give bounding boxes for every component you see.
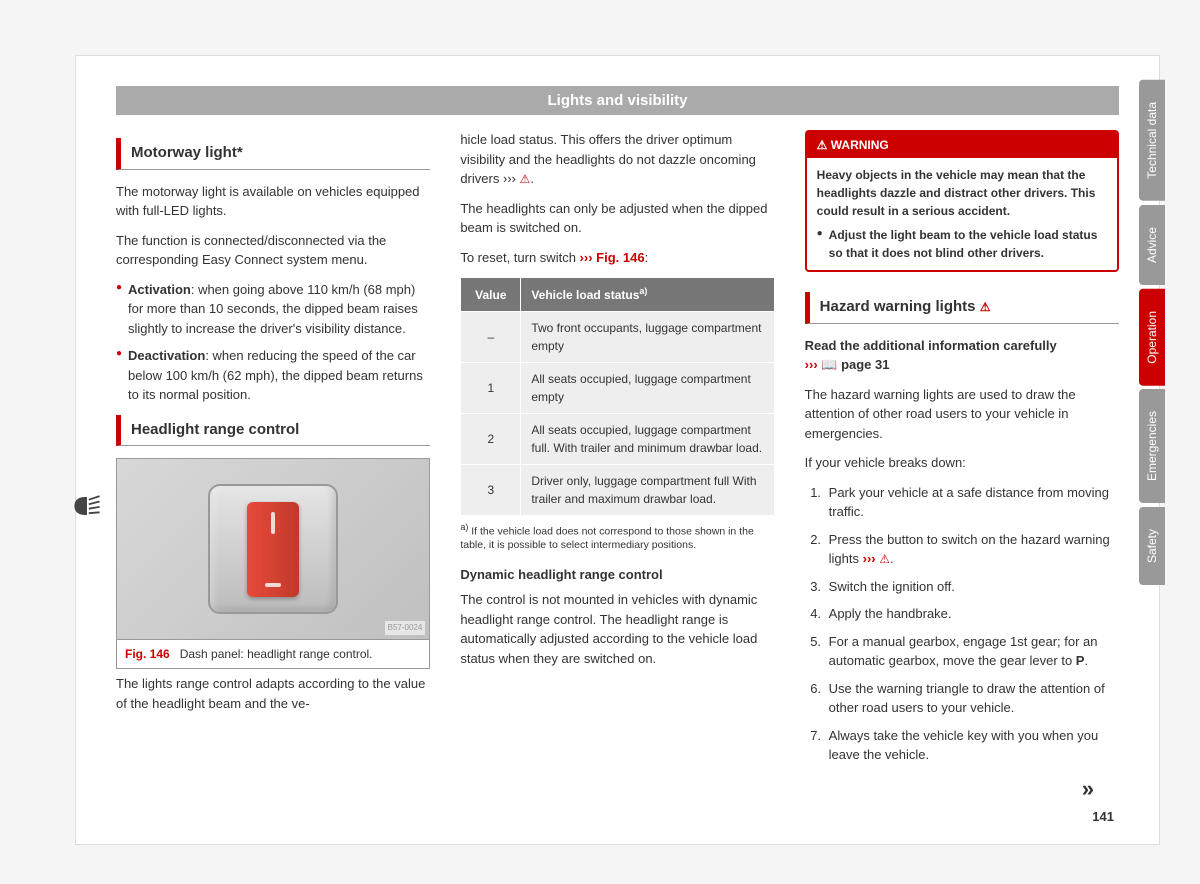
page-header: Lights and visibility xyxy=(116,86,1119,115)
step-text: . xyxy=(890,551,894,566)
page-ref: page 31 xyxy=(837,357,889,372)
text-span: : xyxy=(645,250,649,265)
bullet-bold: Deactivation xyxy=(128,348,205,363)
figure-caption: Fig. 146 Dash panel: headlight range con… xyxy=(117,639,429,668)
figure-caption-text: Dash panel: headlight range control. xyxy=(180,647,373,661)
body-text: The function is connected/disconnected v… xyxy=(116,231,430,270)
warning-triangle-icon: ⚠ xyxy=(520,170,531,188)
content-columns: Motorway light* The motorway light is av… xyxy=(116,130,1119,773)
step-text: For a manual gearbox, engage 1st gear; f… xyxy=(829,634,1098,669)
table-cell: All seats occupied, luggage compartment … xyxy=(521,414,774,465)
table-header: Value xyxy=(461,278,521,312)
table-cell: Two front occupants, luggage compartment… xyxy=(521,312,774,363)
body-text: The control is not mounted in vehicles w… xyxy=(460,590,774,668)
headlight-dial xyxy=(208,484,338,614)
column-2: hicle load status. This offers the drive… xyxy=(460,130,774,773)
body-text: The lights range control adapts accordin… xyxy=(116,674,430,713)
page-number: 141 xyxy=(1092,809,1114,824)
table-cell: 2 xyxy=(461,414,521,465)
cross-ref: ››› Fig. 146 xyxy=(580,250,645,265)
read-more: Read the additional information carefull… xyxy=(805,336,1119,375)
section-title-text: Hazard warning lights xyxy=(820,298,980,315)
dial-knob xyxy=(247,502,299,597)
warning-header: ⚠ WARNING xyxy=(807,132,1117,158)
step-text: . xyxy=(1084,653,1088,668)
tab-technical-data[interactable]: Technical data xyxy=(1139,80,1165,201)
table-row: 1All seats occupied, luggage compartment… xyxy=(461,363,774,414)
text-span: Vehicle load status xyxy=(531,288,639,302)
figure-ref: Fig. 146 xyxy=(125,647,170,661)
vehicle-load-table: Value Vehicle load statusa) –Two front o… xyxy=(460,277,774,516)
cross-ref: ››› xyxy=(805,357,822,372)
figure-caption-text xyxy=(173,647,180,661)
table-footnote: a) If the vehicle load does not correspo… xyxy=(460,522,774,553)
tab-operation[interactable]: Operation xyxy=(1139,289,1165,386)
bullet-list: Activation: when going above 110 km/h (6… xyxy=(116,280,430,405)
tab-advice[interactable]: Advice xyxy=(1139,205,1165,285)
sub-heading: Dynamic headlight range control xyxy=(460,565,774,585)
step-item: Park your vehicle at a safe distance fro… xyxy=(825,483,1119,522)
table-cell: Driver only, luggage compartment full Wi… xyxy=(521,465,774,516)
warning-box: ⚠ WARNING Heavy objects in the vehicle m… xyxy=(805,130,1119,272)
step-item: Apply the handbrake. xyxy=(825,604,1119,624)
bullet-bold: Activation xyxy=(128,282,191,297)
body-text: The headlights can only be adjusted when… xyxy=(460,199,774,238)
ordered-steps: Park your vehicle at a safe distance fro… xyxy=(805,483,1119,765)
table-row: –Two front occupants, luggage compartmen… xyxy=(461,312,774,363)
body-text: If your vehicle breaks down: xyxy=(805,453,1119,473)
bullet-item: Activation: when going above 110 km/h (6… xyxy=(116,280,430,339)
footnote-sup: a) xyxy=(460,522,468,532)
table-header-row: Value Vehicle load statusa) xyxy=(461,278,774,312)
text-span: To reset, turn switch xyxy=(460,250,579,265)
step-item: For a manual gearbox, engage 1st gear; f… xyxy=(825,632,1119,671)
read-more-bold: Read the additional information carefull… xyxy=(805,338,1057,353)
tab-emergencies[interactable]: Emergencies xyxy=(1139,389,1165,503)
figure-box: B57-0024 Fig. 146 Dash panel: headlight … xyxy=(116,458,430,669)
step-item: Switch the ignition off. xyxy=(825,577,1119,597)
warning-bullet: Adjust the light beam to the vehicle loa… xyxy=(817,226,1107,262)
column-3: ⚠ WARNING Heavy objects in the vehicle m… xyxy=(805,130,1119,773)
section-title-headlight-range: Headlight range control xyxy=(116,415,430,447)
column-1: Motorway light* The motorway light is av… xyxy=(116,130,430,773)
table-cell: 3 xyxy=(461,465,521,516)
tab-safety[interactable]: Safety xyxy=(1139,507,1165,585)
table-cell: 1 xyxy=(461,363,521,414)
step-item: Always take the vehicle key with you whe… xyxy=(825,726,1119,765)
table-cell: All seats occupied, luggage compartment … xyxy=(521,363,774,414)
footnote-marker: a) xyxy=(639,286,647,296)
body-text: The hazard warning lights are used to dr… xyxy=(805,385,1119,444)
side-tabs: Technical data Advice Operation Emergenc… xyxy=(1139,80,1194,590)
book-icon: 📖 xyxy=(821,357,837,372)
text-span: hicle load status. This offers the drive… xyxy=(460,132,756,186)
footnote-text: If the vehicle load does not correspond … xyxy=(460,526,753,552)
continue-marker: » xyxy=(1082,776,1094,802)
warning-body: Heavy objects in the vehicle may mean th… xyxy=(807,158,1117,270)
body-text: To reset, turn switch ››› Fig. 146: xyxy=(460,248,774,268)
table-row: 3Driver only, luggage compartment full W… xyxy=(461,465,774,516)
table-row: 2All seats occupied, luggage compartment… xyxy=(461,414,774,465)
figure-image: B57-0024 xyxy=(117,459,429,639)
figure-code: B57-0024 xyxy=(385,621,426,635)
bullet-item: Deactivation: when reducing the speed of… xyxy=(116,346,430,405)
table-header: Vehicle load statusa) xyxy=(521,278,774,312)
hazard-triangle-icon: ⚠ xyxy=(980,298,991,316)
body-text: The motorway light is available on vehic… xyxy=(116,182,430,221)
body-text: hicle load status. This offers the drive… xyxy=(460,130,774,189)
headlight-icon xyxy=(69,494,105,518)
knob-marker xyxy=(265,583,281,587)
warning-triangle-icon: ⚠ xyxy=(879,550,890,568)
table-cell: – xyxy=(461,312,521,363)
section-title-motorway: Motorway light* xyxy=(116,138,430,170)
section-title-hazard: Hazard warning lights ⚠ xyxy=(805,292,1119,324)
manual-page: Lights and visibility Motorway light* Th… xyxy=(75,55,1160,845)
step-item: Press the button to switch on the hazard… xyxy=(825,530,1119,569)
step-item: Use the warning triangle to draw the att… xyxy=(825,679,1119,718)
warning-text: Heavy objects in the vehicle may mean th… xyxy=(817,168,1096,218)
knob-marker xyxy=(271,512,275,534)
cross-ref: ››› xyxy=(863,551,880,566)
